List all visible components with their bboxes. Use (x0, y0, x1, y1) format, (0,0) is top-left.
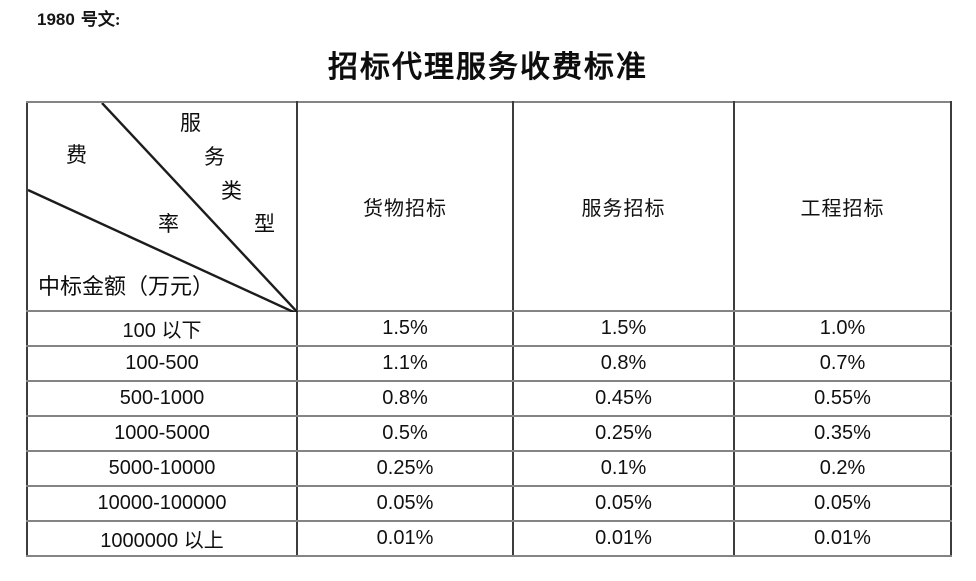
table-row: 1000-5000 0.5% 0.25% 0.35% (26, 415, 952, 452)
services-rate-cell: 0.05% (512, 485, 735, 522)
corner-rate-char-2: 率 (158, 212, 179, 236)
diagonal-line-upper (101, 103, 298, 312)
engineering-rate-cell: 0.35% (733, 415, 952, 452)
corner-type-char-1: 服 (180, 111, 201, 135)
amount-range-cell: 500-1000 (26, 380, 298, 417)
engineering-rate-cell: 0.2% (733, 450, 952, 487)
amount-range-cell: 100 以下 (26, 310, 298, 347)
corner-type-char-4: 型 (254, 212, 275, 236)
engineering-rate-cell: 1.0% (733, 310, 952, 347)
doc-number: 1980 (37, 10, 75, 29)
goods-rate-cell: 0.5% (296, 415, 514, 452)
engineering-rate-cell: 0.7% (733, 345, 952, 382)
services-rate-cell: 0.8% (512, 345, 735, 382)
amount-range-cell: 1000000 以上 (26, 520, 298, 557)
table-row: 100 以下 1.5% 1.5% 1.0% (26, 310, 952, 347)
engineering-rate-cell: 0.55% (733, 380, 952, 417)
page-title: 招标代理服务收费标准 (328, 51, 648, 84)
services-rate-cell: 0.01% (512, 520, 735, 557)
column-header-services: 服务招标 (512, 101, 735, 312)
amount-range-cell: 5000-10000 (26, 450, 298, 487)
doc-number-label: 1980 号文: (37, 5, 121, 30)
corner-amount-label: 中标金额（万元） (38, 274, 215, 299)
goods-rate-cell: 0.05% (296, 485, 514, 522)
diagonal-lines (28, 103, 298, 312)
doc-number-suffix: 号文: (80, 10, 121, 29)
table-row: 500-1000 0.8% 0.45% 0.55% (26, 380, 952, 417)
engineering-rate-cell: 0.05% (733, 485, 952, 522)
fee-schedule-table: 服 务 类 型 费 率 中标金额（万元） 货物招标 服务招标 工程招标 100 … (26, 101, 952, 557)
goods-rate-cell: 1.5% (296, 310, 514, 347)
corner-rate-char-1: 费 (66, 143, 87, 167)
engineering-rate-cell: 0.01% (733, 520, 952, 557)
diagonal-corner-cell: 服 务 类 型 费 率 中标金额（万元） (26, 101, 298, 312)
corner-type-char-3: 类 (221, 179, 242, 203)
goods-rate-cell: 0.25% (296, 450, 514, 487)
goods-rate-cell: 1.1% (296, 345, 514, 382)
table-row: 100-500 1.1% 0.8% 0.7% (26, 345, 952, 382)
corner-type-char-2: 务 (204, 145, 225, 169)
amount-range-cell: 100-500 (26, 345, 298, 382)
table-row: 1000000 以上 0.01% 0.01% 0.01% (26, 520, 952, 557)
goods-rate-cell: 0.8% (296, 380, 514, 417)
diagonal-corner-inner: 服 务 类 型 费 率 中标金额（万元） (28, 103, 298, 312)
table-row: 10000-100000 0.05% 0.05% 0.05% (26, 485, 952, 522)
table-header-row: 服 务 类 型 费 率 中标金额（万元） 货物招标 服务招标 工程招标 (26, 101, 952, 312)
table-row: 5000-10000 0.25% 0.1% 0.2% (26, 450, 952, 487)
services-rate-cell: 0.1% (512, 450, 735, 487)
services-rate-cell: 0.25% (512, 415, 735, 452)
column-header-engineering: 工程招标 (733, 101, 952, 312)
amount-range-cell: 10000-100000 (26, 485, 298, 522)
goods-rate-cell: 0.01% (296, 520, 514, 557)
column-header-goods: 货物招标 (296, 101, 514, 312)
amount-range-cell: 1000-5000 (26, 415, 298, 452)
services-rate-cell: 0.45% (512, 380, 735, 417)
services-rate-cell: 1.5% (512, 310, 735, 347)
diagonal-line-lower (28, 188, 297, 312)
